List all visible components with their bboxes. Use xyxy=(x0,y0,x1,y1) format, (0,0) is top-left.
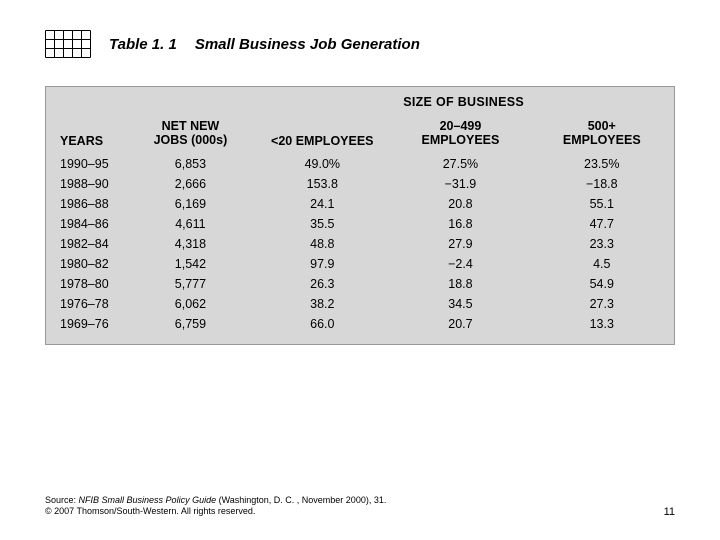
cell-years: 1976–78 xyxy=(46,294,128,314)
source-note: Source: NFIB Small Business Policy Guide… xyxy=(45,495,386,518)
col-header-20-499: 20–499 EMPLOYEES xyxy=(391,115,529,154)
cell-years: 1986–88 xyxy=(46,194,128,214)
cell-500plus: 47.7 xyxy=(530,214,674,234)
grid-icon xyxy=(45,30,91,58)
cell-years: 1984–86 xyxy=(46,214,128,234)
cell-net: 6,759 xyxy=(128,314,254,334)
cell-under20: 24.1 xyxy=(253,194,391,214)
cell-500plus: 55.1 xyxy=(530,194,674,214)
cell-net: 6,853 xyxy=(128,154,254,174)
cell-net: 1,542 xyxy=(128,254,254,274)
cell-20-499: 34.5 xyxy=(391,294,529,314)
table-row: 1986–886,16924.120.855.1 xyxy=(46,194,674,214)
table-row: 1980–821,54297.9−2.44.5 xyxy=(46,254,674,274)
footer: Source: NFIB Small Business Policy Guide… xyxy=(45,495,675,518)
cell-under20: 35.5 xyxy=(253,214,391,234)
cell-years: 1980–82 xyxy=(46,254,128,274)
cell-under20: 153.8 xyxy=(253,174,391,194)
cell-net: 6,169 xyxy=(128,194,254,214)
table-row: 1976–786,06238.234.527.3 xyxy=(46,294,674,314)
cell-20-499: 20.8 xyxy=(391,194,529,214)
copyright-text: © 2007 Thomson/South-Western. All rights… xyxy=(45,506,255,516)
col-header-net: NET NEW JOBS (000s) xyxy=(128,115,254,154)
cell-years: 1982–84 xyxy=(46,234,128,254)
table-row: 1988–902,666153.8−31.9−18.8 xyxy=(46,174,674,194)
source-prefix: Source: xyxy=(45,495,79,505)
data-table: SIZE OF BUSINESS YEARS NET NEW JOBS (000… xyxy=(46,91,674,334)
cell-years: 1969–76 xyxy=(46,314,128,334)
cell-years: 1988–90 xyxy=(46,174,128,194)
source-suffix: (Washington, D. C. , November 2000), 31. xyxy=(216,495,386,505)
cell-years: 1978–80 xyxy=(46,274,128,294)
table-row: 1990–956,85349.0%27.5%23.5% xyxy=(46,154,674,174)
table-inner: SIZE OF BUSINESS YEARS NET NEW JOBS (000… xyxy=(46,91,674,334)
col-header-years: YEARS xyxy=(46,115,128,154)
cell-20-499: 16.8 xyxy=(391,214,529,234)
page-number: 11 xyxy=(664,506,675,518)
cell-20-499: 27.9 xyxy=(391,234,529,254)
cell-under20: 38.2 xyxy=(253,294,391,314)
header-row: Table 1. 1 Small Business Job Generation xyxy=(45,30,675,58)
cell-20-499: −2.4 xyxy=(391,254,529,274)
cell-500plus: 13.3 xyxy=(530,314,674,334)
table-row: 1982–844,31848.827.923.3 xyxy=(46,234,674,254)
cell-500plus: 23.3 xyxy=(530,234,674,254)
source-italic: NFIB Small Business Policy Guide xyxy=(79,495,217,505)
cell-under20: 97.9 xyxy=(253,254,391,274)
cell-under20: 48.8 xyxy=(253,234,391,254)
cell-500plus: 54.9 xyxy=(530,274,674,294)
cell-net: 2,666 xyxy=(128,174,254,194)
cell-under20: 49.0% xyxy=(253,154,391,174)
col-header-500plus: 500+ EMPLOYEES xyxy=(530,115,674,154)
cell-under20: 26.3 xyxy=(253,274,391,294)
slide-page: Table 1. 1 Small Business Job Generation… xyxy=(0,0,720,540)
cell-500plus: 4.5 xyxy=(530,254,674,274)
cell-20-499: −31.9 xyxy=(391,174,529,194)
cell-20-499: 27.5% xyxy=(391,154,529,174)
column-spanner: SIZE OF BUSINESS xyxy=(253,91,674,115)
cell-net: 4,318 xyxy=(128,234,254,254)
cell-500plus: 23.5% xyxy=(530,154,674,174)
table-frame: SIZE OF BUSINESS YEARS NET NEW JOBS (000… xyxy=(45,86,675,345)
table-row: 1984–864,61135.516.847.7 xyxy=(46,214,674,234)
col-header-under20: <20 EMPLOYEES xyxy=(253,115,391,154)
cell-20-499: 20.7 xyxy=(391,314,529,334)
table-row: 1978–805,77726.318.854.9 xyxy=(46,274,674,294)
table-row: 1969–766,75966.020.713.3 xyxy=(46,314,674,334)
table-body: 1990–956,85349.0%27.5%23.5%1988–902,6661… xyxy=(46,154,674,334)
table-title: Small Business Job Generation xyxy=(195,36,420,53)
cell-20-499: 18.8 xyxy=(391,274,529,294)
cell-net: 4,611 xyxy=(128,214,254,234)
cell-net: 5,777 xyxy=(128,274,254,294)
cell-under20: 66.0 xyxy=(253,314,391,334)
cell-500plus: −18.8 xyxy=(530,174,674,194)
cell-net: 6,062 xyxy=(128,294,254,314)
table-number: Table 1. 1 xyxy=(109,36,177,53)
cell-years: 1990–95 xyxy=(46,154,128,174)
cell-500plus: 27.3 xyxy=(530,294,674,314)
